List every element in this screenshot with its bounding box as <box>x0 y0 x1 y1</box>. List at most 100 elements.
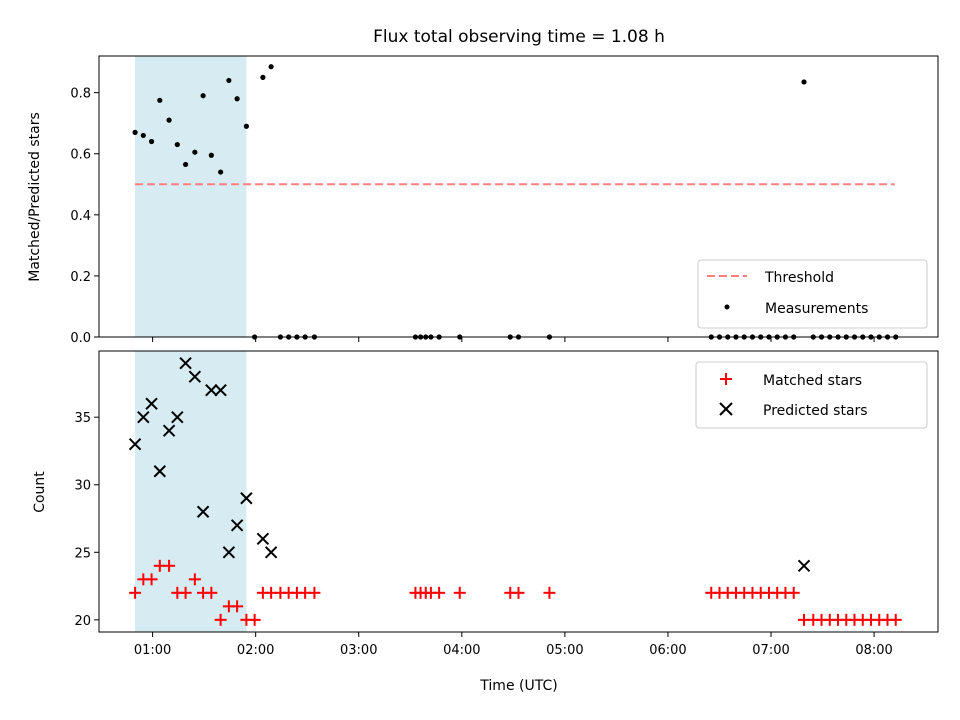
y-axis-label: Count <box>32 471 48 513</box>
x-stroke-b <box>196 505 210 518</box>
predicted-star-point <box>214 383 227 397</box>
matched-star-point <box>543 586 556 599</box>
plot-frame <box>98 55 939 338</box>
matched-star-point <box>179 586 192 599</box>
y-tick-label: 0.6 <box>70 148 91 163</box>
y-axis-label: Matched/Predicted stars <box>27 112 43 282</box>
x-tick-label: 01:00 <box>134 643 171 658</box>
x-stroke-b <box>214 383 227 397</box>
matched-star-point <box>231 600 244 613</box>
matched-star-point <box>163 559 176 572</box>
measurement-point <box>148 138 155 145</box>
predicted-star-point <box>153 465 167 478</box>
measurement-point <box>243 123 249 129</box>
legend-matched-label: Matched stars <box>763 373 862 389</box>
predicted-star-point <box>137 410 150 424</box>
y-axis-ticks: 20 25 30 35 <box>74 411 99 629</box>
x-tick-label: 03:00 <box>340 643 377 658</box>
y-tick-label: 20 <box>74 614 91 629</box>
matched-star-point <box>129 586 142 599</box>
x-tick-label: 05:00 <box>546 643 583 658</box>
legend-measurements-swatch <box>724 304 730 310</box>
predicted-star-point <box>162 424 176 437</box>
y-tick-label: 25 <box>74 546 91 561</box>
x-stroke-b <box>188 370 202 383</box>
y-tick-label: 0.0 <box>70 331 91 346</box>
x-stroke-b <box>205 383 218 397</box>
predicted-star-point <box>128 438 142 451</box>
x-tick-label: 06:00 <box>649 643 686 658</box>
matched-star-point <box>453 586 466 599</box>
measurement-point <box>200 93 206 99</box>
x-stroke-b <box>171 410 184 424</box>
measurement-point <box>260 74 266 80</box>
measurement-point <box>234 96 240 102</box>
matched-star-point <box>889 613 902 626</box>
ratio-panel: 0.00.20.40.60.8 Matched/Predicted stars … <box>27 55 939 346</box>
shaded-band <box>135 351 247 632</box>
x-axis-ticks <box>152 337 875 342</box>
legend-threshold-label: Threshold <box>764 270 834 286</box>
legend-predicted-swatch <box>719 402 733 416</box>
x-tick-label: 08:00 <box>855 643 892 658</box>
measurement-point <box>140 132 146 139</box>
x-stroke-b <box>137 410 150 424</box>
matched-star-point <box>188 573 201 586</box>
predicted-star-point <box>222 546 236 559</box>
y-tick-label: 0.4 <box>70 209 91 224</box>
x-stroke-b <box>797 559 811 573</box>
x-stroke-b <box>230 519 244 532</box>
predicted-star-point <box>797 559 811 573</box>
x-tick-label: 07:00 <box>752 643 789 658</box>
x-stroke-b <box>264 546 278 559</box>
legend-box <box>697 259 928 329</box>
predicted-star-point <box>196 505 210 518</box>
measurement-point <box>192 149 198 155</box>
predicted-star-point <box>240 492 253 505</box>
x-stroke-b <box>153 465 167 478</box>
measurement-point <box>226 77 232 84</box>
x-stroke-b <box>256 532 270 545</box>
x-stroke-b <box>162 424 176 437</box>
measurement-point <box>182 161 189 168</box>
predicted-star-point <box>264 546 278 559</box>
measurement-point <box>132 129 138 135</box>
x-stroke-b <box>128 438 142 451</box>
legend-measurements-label: Measurements <box>765 301 868 317</box>
measurement-points <box>132 64 899 340</box>
matched-star-point <box>433 586 446 599</box>
measurement-point <box>166 117 172 123</box>
x-axis-ticks: 01:00 02:00 03:00 04:00 05:00 06:00 07:00 08:00 <box>134 632 893 658</box>
matched-star-point <box>512 586 525 599</box>
y-axis-ticks: 0.0 0.2 0.4 0.6 0.8 <box>70 87 99 346</box>
predicted-star-point <box>230 519 244 532</box>
predicted-star-point <box>188 370 202 383</box>
count-points <box>128 356 902 626</box>
x-stroke-b <box>145 397 158 410</box>
matched-star-point <box>214 613 227 626</box>
measurement-point <box>218 169 224 175</box>
x-stroke-b <box>240 492 253 505</box>
x-tick-label: 04:00 <box>443 643 480 658</box>
shaded-region <box>135 56 247 337</box>
legend: Threshold Measurements <box>697 259 928 329</box>
x-axis-label: Time (UTC) <box>479 678 557 694</box>
legend-matched-swatch <box>720 373 732 385</box>
shaded-band <box>135 56 247 337</box>
x-stroke-b <box>179 356 192 370</box>
y-tick-label: 30 <box>74 479 91 494</box>
matched-star-point <box>248 613 261 626</box>
x-tick-label: 02:00 <box>237 643 274 658</box>
predicted-star-point <box>256 532 270 545</box>
measurement-point <box>157 97 163 103</box>
chart-title: Flux total observing time = 1.08 h <box>373 27 665 47</box>
matched-star-point <box>787 586 800 599</box>
measurement-point <box>801 79 807 85</box>
predicted-star-point <box>205 383 218 397</box>
measurement-point <box>208 152 214 158</box>
y-tick-label: 35 <box>74 411 91 426</box>
matched-star-point <box>308 586 321 599</box>
measurement-point <box>174 141 180 148</box>
